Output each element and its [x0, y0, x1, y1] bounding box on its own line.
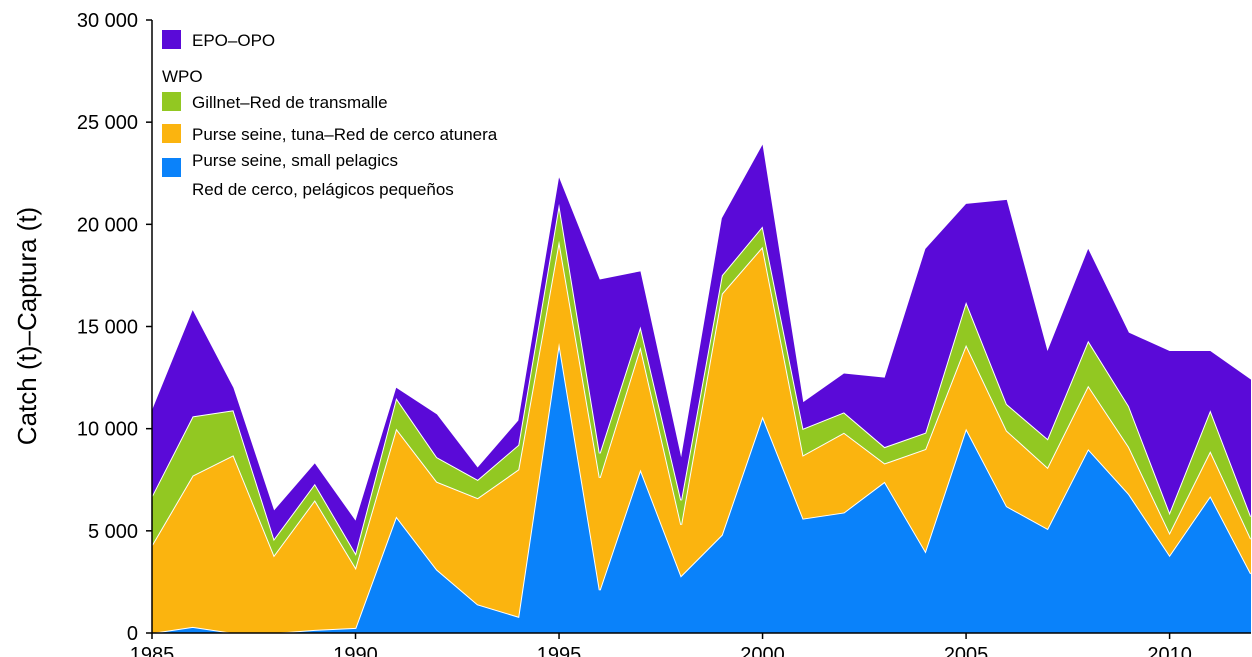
legend-group-title: WPO — [162, 67, 203, 86]
layer-edge — [151, 342, 1252, 634]
y-tick-label: 10 000 — [77, 419, 138, 441]
legend-swatch — [162, 124, 181, 143]
y-tick-label: 15 000 — [77, 317, 138, 339]
legend-swatch — [162, 158, 181, 177]
y-tick-label: 25 000 — [77, 112, 138, 134]
y-axis-title: Catch (t)–Captura (t) — [12, 207, 42, 445]
legend-swatch — [162, 92, 181, 111]
x-tick-label: 2010 — [1147, 644, 1192, 657]
y-tick-label: 20 000 — [77, 214, 138, 236]
y-tick-label: 5 000 — [88, 521, 138, 543]
x-tick-label: 2000 — [740, 644, 785, 657]
x-tick-label: 1990 — [333, 644, 378, 657]
area — [152, 144, 1251, 554]
legend-label: Gillnet–Red de transmalle — [192, 93, 388, 112]
x-tick-label: 1985 — [130, 644, 175, 657]
legend-label: EPO–OPO — [192, 31, 275, 50]
legend-label: Purse seine, small pelagics Red de cerco,… — [192, 151, 454, 199]
y-tick-label: 0 — [127, 623, 138, 645]
x-tick-label: 1995 — [537, 644, 582, 657]
area — [152, 240, 1251, 633]
legend-label: Purse seine, tuna–Red de cerco atunera — [192, 125, 498, 144]
legend-swatch — [162, 30, 181, 49]
x-tick-label: 2005 — [944, 644, 989, 657]
area — [152, 342, 1251, 633]
y-tick-label: 30 000 — [77, 10, 138, 32]
